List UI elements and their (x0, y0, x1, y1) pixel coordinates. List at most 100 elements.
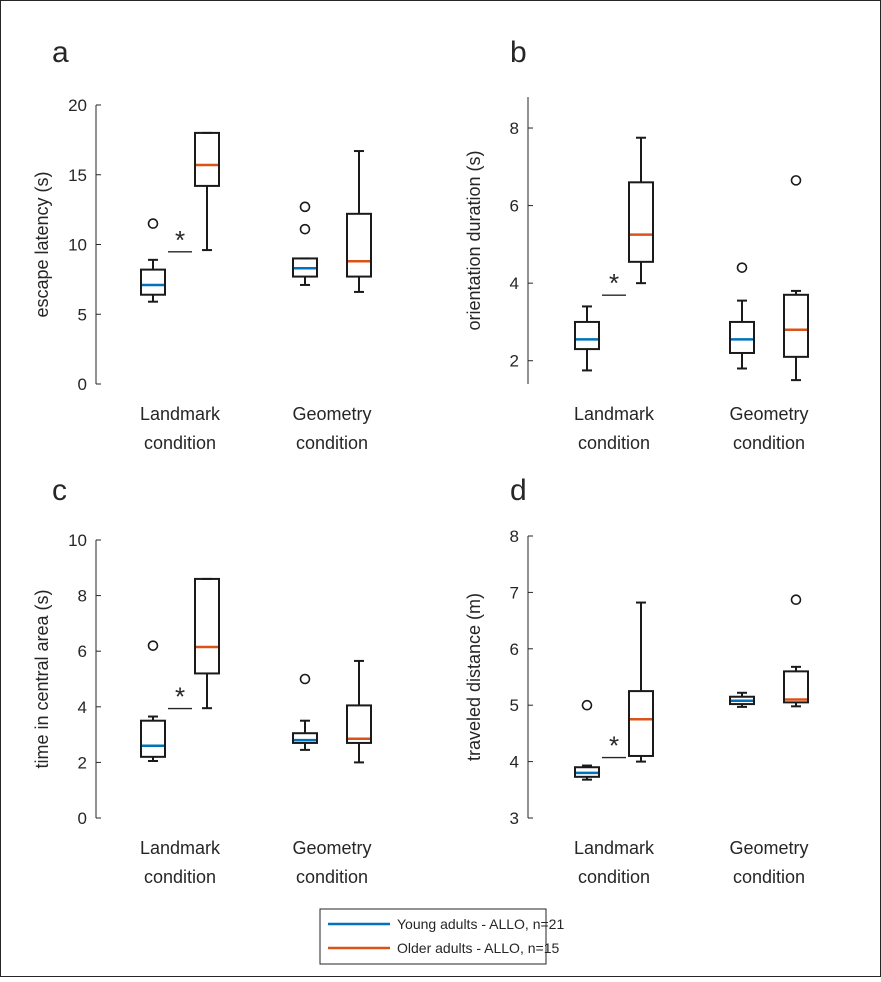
legend-label-young: Young adults - ALLO, n=21 (397, 916, 564, 932)
y-tick-label: 8 (510, 527, 519, 546)
y-tick-label: 8 (78, 587, 87, 606)
box-older-cat0 (194, 131, 220, 252)
outlier-point (147, 218, 159, 229)
box-iqr (574, 766, 600, 778)
y-tick-label: 0 (78, 809, 87, 828)
panel-a: a 0 5 10 15 20 escape latency (s) Landmark condi… (32, 36, 372, 453)
box-iqr (346, 704, 372, 744)
box-young-cat1 (729, 262, 755, 370)
legend-box (319, 908, 547, 965)
x-category-label: condition (733, 433, 805, 453)
box-iqr (194, 577, 220, 675)
box-young-cat0 (140, 218, 166, 303)
box-iqr (292, 732, 318, 744)
outlier-point (299, 223, 311, 235)
box-young-cat0 (574, 305, 600, 372)
y-tick-label: 8 (510, 119, 519, 138)
box-older-cat1 (783, 175, 809, 382)
x-category-label: Geometry (292, 404, 371, 424)
box-iqr (574, 320, 600, 351)
y-tick-label: 20 (68, 96, 87, 115)
y-tick-label: 7 (510, 583, 519, 602)
box-older-cat0 (628, 136, 654, 285)
legend-label-older: Older adults - ALLO, n=15 (397, 940, 559, 956)
x-category-label: Landmark (140, 404, 221, 424)
box-older-cat0 (194, 577, 220, 710)
x-category-label: Landmark (574, 404, 655, 424)
y-tick-label: 4 (78, 698, 87, 717)
significance-star: * (609, 731, 619, 761)
significance-star: * (175, 682, 185, 712)
y-axis-label: time in central area (s) (32, 589, 52, 768)
panel-c: c 0 2 4 6 8 10 time in central area (s) Landmark… (32, 474, 372, 887)
box-iqr (140, 268, 166, 296)
box-young-cat0 (140, 640, 166, 763)
box-iqr (194, 131, 220, 187)
y-axis-label: orientation duration (s) (464, 150, 484, 330)
y-tick-label: 5 (510, 696, 519, 715)
x-category-label: condition (144, 433, 216, 453)
box-young-cat1 (729, 691, 755, 708)
y-tick-label: 6 (510, 197, 519, 216)
panel-d: d 3 4 5 6 7 8 traveled distance (m) Landmark cond… (464, 474, 809, 887)
y-tick-label: 3 (510, 809, 519, 828)
y-tick-label: 6 (510, 640, 519, 659)
x-category-label: condition (578, 867, 650, 887)
y-axis-label: traveled distance (m) (464, 593, 484, 761)
outlier-point (299, 673, 311, 685)
x-category-label: Landmark (574, 838, 655, 858)
box-iqr (729, 695, 755, 706)
x-category-label: Geometry (729, 838, 808, 858)
x-category-label: condition (578, 433, 650, 453)
box-young-cat0 (574, 699, 600, 781)
x-category-label: Geometry (729, 404, 808, 424)
box-iqr (346, 212, 372, 278)
y-tick-label: 6 (78, 642, 87, 661)
box-iqr (292, 257, 318, 278)
y-tick-label: 4 (510, 753, 519, 772)
box-older-cat0 (628, 601, 654, 763)
x-category-label: Landmark (140, 838, 221, 858)
box-iqr (628, 181, 654, 263)
outlier-point (299, 201, 311, 213)
box-older-cat1 (783, 594, 809, 708)
panel-label: a (52, 36, 69, 69)
box-iqr (140, 719, 166, 758)
y-axis-label: escape latency (s) (32, 171, 52, 317)
outlier-point (147, 640, 159, 651)
box-iqr (729, 320, 755, 354)
x-category-label: condition (296, 867, 368, 887)
outlier-point (581, 699, 593, 711)
y-tick-label: 15 (68, 166, 87, 185)
box-iqr (783, 293, 809, 358)
panel-b: b 2 4 6 8 orientation duration (s) Landmark con… (464, 36, 809, 453)
y-tick-label: 5 (78, 305, 87, 324)
x-category-label: condition (296, 433, 368, 453)
box-iqr (628, 690, 654, 757)
y-tick-label: 2 (78, 753, 87, 772)
outlier-point (736, 262, 748, 273)
x-category-label: Geometry (292, 838, 371, 858)
panel-label: c (52, 474, 67, 507)
y-tick-label: 4 (510, 274, 519, 293)
x-category-label: condition (144, 867, 216, 887)
box-young-cat1 (292, 201, 318, 286)
y-tick-label: 10 (68, 531, 87, 550)
legend: Young adults - ALLO, n=21 Older adults -… (319, 908, 564, 965)
outlier-point (790, 175, 802, 186)
significance-star: * (175, 225, 185, 255)
box-young-cat1 (292, 673, 318, 751)
box-older-cat1 (346, 659, 372, 764)
box-older-cat1 (346, 150, 372, 293)
y-tick-label: 0 (78, 375, 87, 394)
panel-label: d (510, 474, 527, 507)
y-tick-label: 2 (510, 352, 519, 371)
y-tick-label: 10 (68, 236, 87, 255)
box-iqr (783, 670, 809, 704)
x-category-label: condition (733, 867, 805, 887)
outlier-point (790, 594, 802, 606)
